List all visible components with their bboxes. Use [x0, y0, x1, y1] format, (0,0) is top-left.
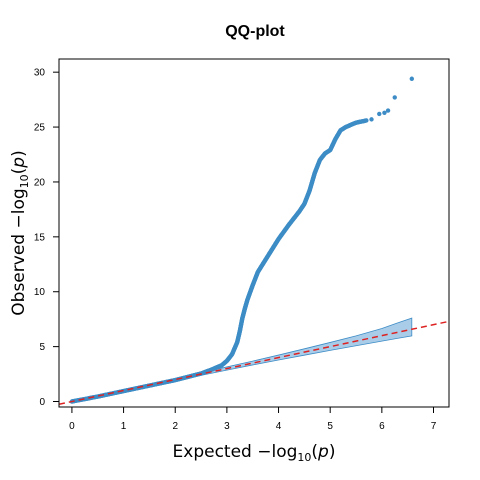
x-tick-label: 7 — [431, 421, 437, 432]
data-point — [392, 95, 397, 100]
data-point — [364, 118, 369, 123]
y-axis: 0 5 10 15 20 25 30 — [34, 68, 60, 408]
x-tick-label: 2 — [172, 421, 178, 432]
x-tick-label: 6 — [379, 421, 385, 432]
y-tick-label: 5 — [39, 342, 45, 353]
y-axis-label-prefix: Observed −log — [9, 188, 29, 315]
data-point — [377, 111, 382, 117]
y-tick-label: 0 — [39, 397, 45, 408]
chart-title: QQ-plot — [225, 23, 285, 40]
y-tick-label: 25 — [34, 123, 46, 134]
x-tick-label: 4 — [276, 421, 282, 432]
x-axis-label-variable: p — [317, 442, 329, 462]
y-axis-label-variable: p — [9, 157, 29, 169]
reference-line — [59, 320, 449, 405]
x-tick-label: 0 — [69, 421, 75, 432]
y-tick-label: 10 — [34, 287, 46, 298]
x-tick-label: 3 — [224, 421, 230, 432]
y-axis-label-open-paren: ( — [9, 168, 29, 175]
plot-area — [59, 76, 449, 405]
data-point — [385, 108, 391, 113]
plot-frame — [58, 58, 450, 408]
y-axis-label: Observed −log10(p) — [9, 150, 31, 315]
data-point — [409, 76, 415, 81]
y-axis-label-close-paren: ) — [9, 150, 29, 157]
x-axis-label-open-paren: ( — [311, 442, 318, 462]
data-point — [382, 110, 387, 115]
y-tick-label: 30 — [34, 68, 46, 79]
y-tick-label: 20 — [34, 177, 46, 188]
x-axis-label-prefix: Expected −log — [173, 442, 298, 462]
x-tick-label: 5 — [327, 421, 333, 432]
y-axis-label-subscript: 10 — [18, 174, 31, 188]
x-tick-label: 1 — [121, 421, 127, 432]
x-axis-label-subscript: 10 — [297, 451, 311, 464]
x-axis: 0 1 2 3 4 5 6 7 — [69, 406, 437, 432]
x-axis-label: Expected −log10(p) — [173, 442, 336, 464]
data-point — [369, 117, 374, 122]
y-tick-label: 15 — [34, 232, 46, 243]
x-axis-label-close-paren: ) — [329, 442, 336, 462]
